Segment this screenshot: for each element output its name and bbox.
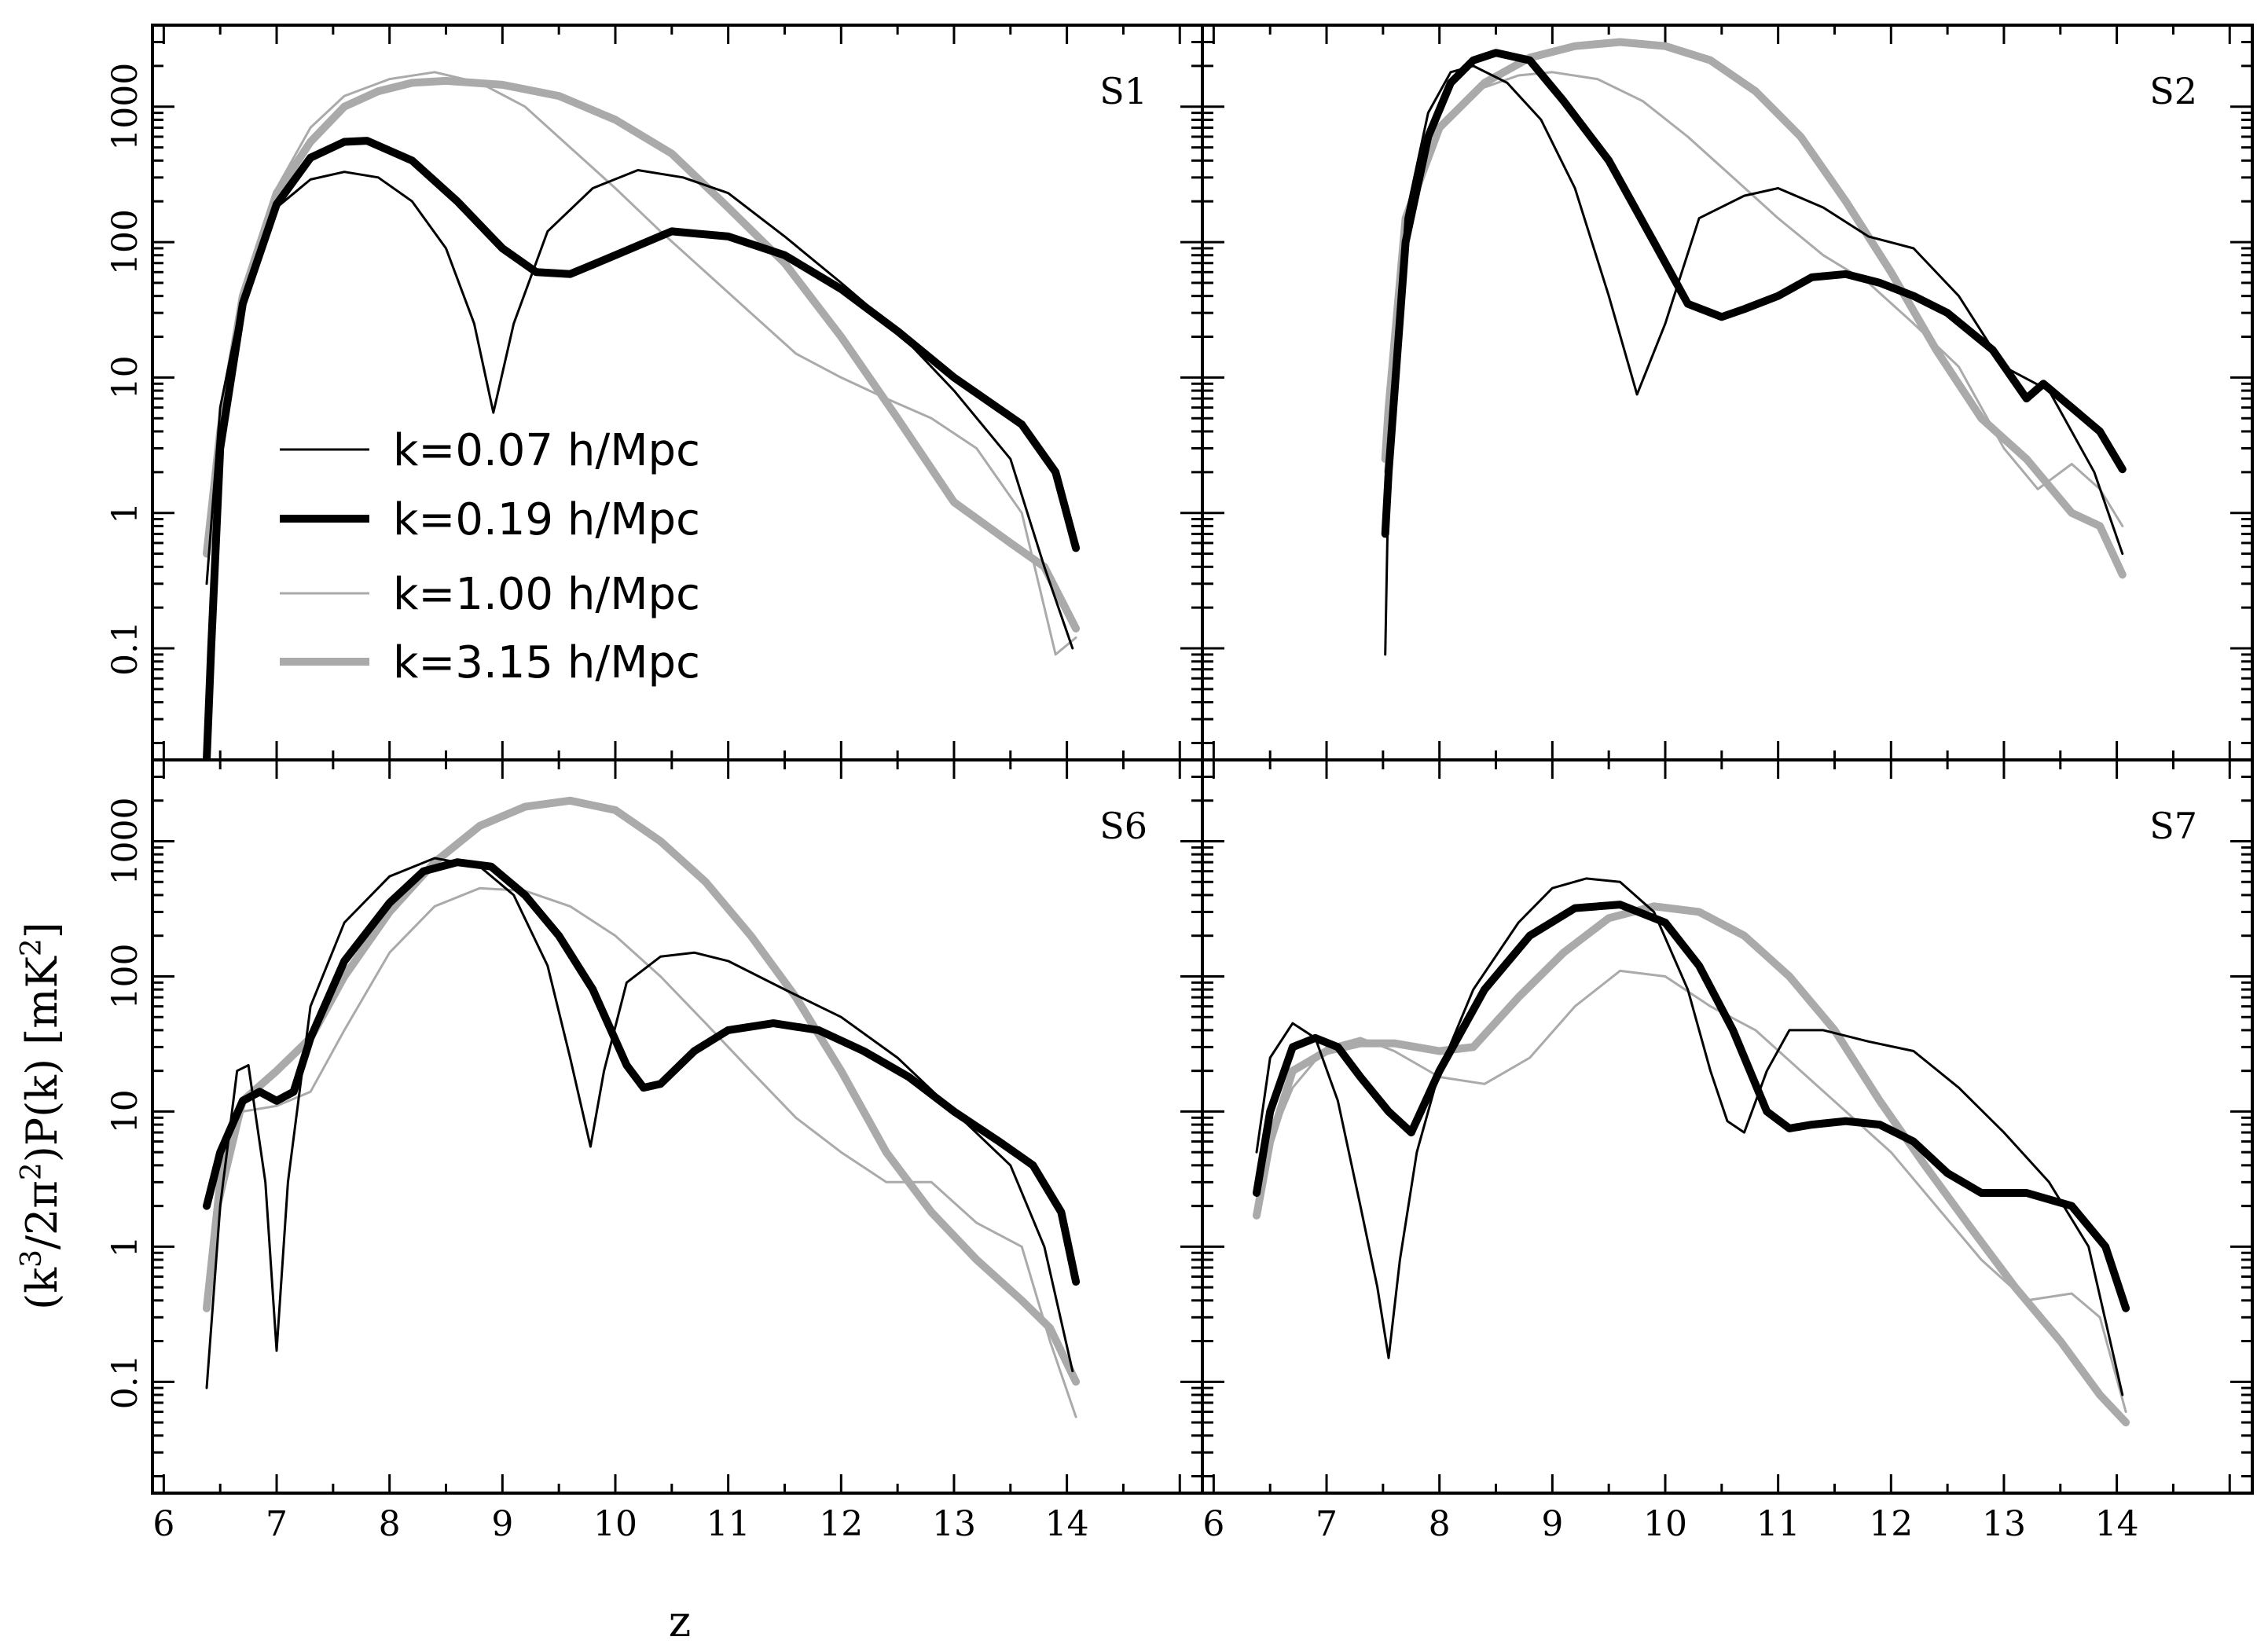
x-tick-label: 10 [593, 1504, 637, 1544]
panel-label: S6 [1099, 805, 1147, 847]
y-tick-label: 10 [105, 355, 145, 399]
y-tick-label: 1 [105, 502, 145, 524]
panels: 0.1 1 10 100 1000 S1 S2 0.1 1 10 100 1000 6 7 8 9 10 11 12… [105, 24, 2252, 1544]
legend-label: k=0.07 h/Mpc [393, 425, 700, 476]
series-line-k-0-07-h-mpc [1384, 64, 2124, 656]
x-tick-label: 13 [932, 1504, 976, 1544]
legend-label: k=3.15 h/Mpc [393, 637, 700, 688]
panel-label: S1 [1099, 70, 1147, 112]
legend-item: k=3.15 h/Mpc [280, 637, 700, 688]
series-line-k-1-00-h-mpc [205, 71, 1077, 656]
x-tick-label: 8 [1429, 1504, 1451, 1544]
y-tick-label: 1 [105, 1235, 145, 1257]
curves [1253, 877, 2130, 1427]
series-line-k-0-19-h-mpc [203, 858, 1081, 1286]
x-axis-label: z [669, 1597, 691, 1644]
x-tick-label: 6 [1202, 1504, 1224, 1544]
series-line-k-0-19-h-mpc [203, 137, 1081, 760]
x-tick-label: 8 [379, 1504, 401, 1544]
legend-label: k=0.19 h/Mpc [393, 494, 700, 545]
y-tick-label: 1000 [105, 63, 145, 151]
x-tick-label: 11 [1756, 1504, 1800, 1544]
series-line-k-3-15-h-mpc [1253, 902, 2130, 1427]
y-tick-label: 0.1 [105, 621, 145, 676]
series-line-k-3-15-h-mpc [1381, 38, 2127, 579]
legend-item: k=1.00 h/Mpc [280, 569, 700, 620]
panel-s1: 0.1 1 10 100 1000 S1 [105, 24, 1202, 760]
y-tick-label: 0.1 [105, 1354, 145, 1409]
x-tick-label: 12 [1869, 1504, 1913, 1544]
x-tick-label: 7 [266, 1504, 288, 1544]
panel-s2: S2 [1202, 24, 2252, 760]
curves [1381, 38, 2127, 656]
series-line-k-3-15-h-mpc [203, 796, 1081, 1386]
x-tick-label: 14 [2095, 1504, 2139, 1544]
x-tick-label: 7 [1316, 1504, 1338, 1544]
y-axis-label: (k3/2π2)P(k) [mK2] [16, 922, 68, 1310]
series-line-k-0-19-h-mpc [1381, 49, 2127, 538]
axis-labels: z (k3/2π2)P(k) [mK2] [16, 922, 692, 1644]
x-tick-label: 9 [491, 1504, 513, 1544]
y-tick-label: 100 [105, 209, 145, 275]
panel-label: S2 [2149, 70, 2197, 112]
y-tick-label: 100 [105, 943, 145, 1009]
y-tick-label: 1000 [105, 798, 145, 886]
legend: k=0.07 h/Mpc k=0.19 h/Mpc k=1.00 h/Mpc k=3.… [280, 425, 700, 688]
legend-label: k=1.00 h/Mpc [393, 569, 700, 620]
series-line-k-1-00-h-mpc [1255, 969, 2127, 1413]
x-tick-label: 6 [152, 1504, 174, 1544]
legend-item: k=0.19 h/Mpc [280, 494, 700, 545]
x-tick-label: 13 [1982, 1504, 2026, 1544]
x-tick-label: 11 [706, 1504, 750, 1544]
x-tick-label: 9 [1541, 1504, 1563, 1544]
series-line-k-1-00-h-mpc [1384, 71, 2124, 527]
x-tick-label: 14 [1045, 1504, 1089, 1544]
x-tick-label: 10 [1643, 1504, 1687, 1544]
series-line-k-1-00-h-mpc [205, 886, 1077, 1418]
series-line-k-3-15-h-mpc [203, 76, 1081, 633]
panel-label: S7 [2149, 805, 2197, 847]
panel-s7: 6 7 8 9 10 11 12 13 14 S7 [1202, 758, 2252, 1544]
series-line-k-0-19-h-mpc [1253, 901, 2130, 1312]
curves [203, 796, 1081, 1418]
x-tick-label: 12 [819, 1504, 863, 1544]
series-line-k-0-07-h-mpc [1255, 877, 2124, 1396]
curves [203, 71, 1081, 760]
series-line-k-0-07-h-mpc [205, 857, 1074, 1389]
legend-item: k=0.07 h/Mpc [280, 425, 700, 476]
y-tick-label: 10 [105, 1089, 145, 1133]
panel-s6: 0.1 1 10 100 1000 6 7 8 9 10 11 12 13 14 S6 [105, 758, 1202, 1544]
